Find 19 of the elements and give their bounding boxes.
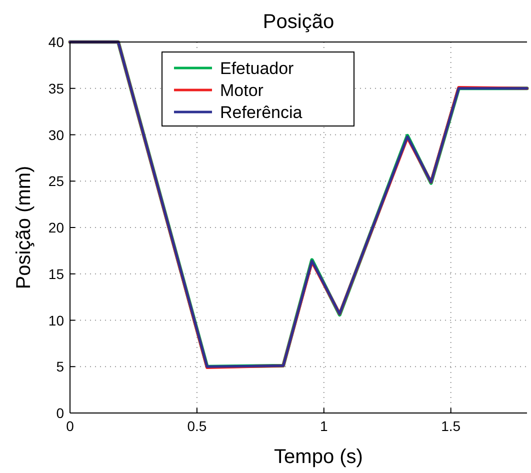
y-axis-title: Posição (mm) [13,166,35,290]
y-tick-label: 5 [56,358,64,375]
y-tick-label: 0 [56,405,64,421]
x-tick-label: 0.5 [187,418,207,434]
x-tick-label: 0 [66,418,74,434]
legend-label: Motor [220,81,264,100]
y-tick-label: 15 [48,266,64,282]
y-tick-label: 20 [48,220,64,236]
legend-label: Efetuador [220,59,294,78]
y-tick-label: 25 [48,173,64,190]
x-tick-label: 1 [320,418,328,434]
y-tick-label: 35 [48,80,64,96]
legend-label: Referência [220,103,303,122]
chart-title: Posição [262,11,334,33]
x-tick-label: 1.5 [441,418,461,434]
x-axis-title: Tempo (s) [274,446,363,468]
y-tick-label: 10 [48,312,64,328]
y-tick-label: 40 [48,34,64,50]
y-tick-label: 30 [48,126,64,143]
